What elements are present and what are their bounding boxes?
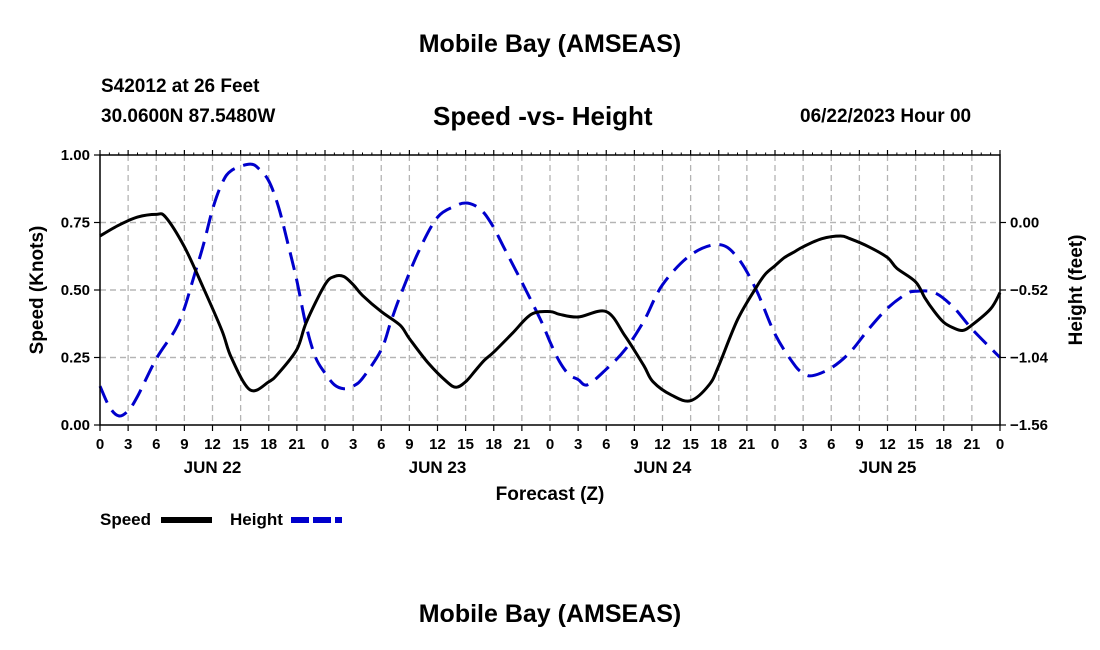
x-tick-label: 0 <box>321 436 329 453</box>
legend-speed-label: Speed <box>100 510 151 529</box>
x-tick-label: 6 <box>602 436 610 453</box>
x-tick-label: 15 <box>682 436 699 453</box>
x-tick-label: 15 <box>457 436 474 453</box>
legend-height-label: Height <box>230 510 283 529</box>
station-coordinates: 30.0600N 87.5480W <box>101 106 276 127</box>
x-tick-label: 21 <box>289 436 306 453</box>
x-tick-label: 0 <box>96 436 104 453</box>
x-tick-label: 0 <box>771 436 779 453</box>
forecast-date: 06/22/2023 Hour 00 <box>800 106 972 127</box>
y2-axis-label: Height (feet) <box>1066 235 1087 346</box>
x-day-label: JUN 25 <box>859 458 917 477</box>
x-tick-label: 6 <box>827 436 835 453</box>
x-tick-label: 18 <box>485 436 502 453</box>
y-tick-label: 1.00 <box>61 147 90 164</box>
y-tick-label: 0.00 <box>61 417 90 434</box>
y2-tick-label: −1.04 <box>1010 350 1049 367</box>
y-tick-label: 0.50 <box>61 282 90 299</box>
station-label: S42012 at 26 Feet <box>101 76 260 97</box>
x-tick-label: 18 <box>710 436 727 453</box>
y2-tick-label: −0.52 <box>1010 282 1048 299</box>
height-series-line <box>98 162 1002 418</box>
chart-subtitle: Speed -vs- Height <box>433 101 653 131</box>
x-tick-label: 12 <box>879 436 896 453</box>
footer-title: Mobile Bay (AMSEAS) <box>418 600 682 628</box>
grid <box>100 155 1000 425</box>
x-tick-label: 12 <box>654 436 671 453</box>
x-tick-label: 21 <box>514 436 531 453</box>
x-tick-label: 9 <box>180 436 188 453</box>
y-tick-label: 0.75 <box>61 215 90 232</box>
x-tick-label: 3 <box>349 436 357 453</box>
axes: 0 3 6 9 12 15 18 21 0 3 6 9 12 15 18 21 0 3 6 9 12 15 18 21 0 3 6 9… <box>61 147 1049 477</box>
x-tick-label: 0 <box>996 436 1004 453</box>
x-tick-label: 15 <box>907 436 924 453</box>
x-tick-label: 9 <box>405 436 413 453</box>
speed-series-line <box>99 212 1002 403</box>
x-tick-label: 3 <box>574 436 582 453</box>
series <box>98 162 1002 418</box>
x-tick-label: 9 <box>630 436 638 453</box>
x-day-label: JUN 22 <box>184 458 242 477</box>
x-day-label: JUN 23 <box>409 458 467 477</box>
x-tick-label: 21 <box>739 436 756 453</box>
y-tick-label: 0.25 <box>61 350 90 367</box>
y2-tick-label: 0.00 <box>1010 215 1039 232</box>
x-day-label: JUN 24 <box>634 458 692 477</box>
x-tick-label: 12 <box>429 436 446 453</box>
x-tick-label: 18 <box>260 436 277 453</box>
y-axis-label: Speed (Knots) <box>27 226 48 355</box>
chart-title: Mobile Bay (AMSEAS) <box>418 30 682 58</box>
x-axis-label: Forecast (Z) <box>496 484 605 505</box>
x-tick-label: 3 <box>124 436 132 453</box>
x-tick-label: 21 <box>964 436 981 453</box>
legend: Speed Height <box>100 510 342 529</box>
x-tick-label: 6 <box>152 436 160 453</box>
x-tick-label: 0 <box>546 436 554 453</box>
y2-tick-label: −1.56 <box>1010 417 1048 434</box>
x-tick-label: 6 <box>377 436 385 453</box>
x-tick-label: 15 <box>232 436 249 453</box>
x-tick-label: 3 <box>799 436 807 453</box>
x-tick-label: 12 <box>204 436 221 453</box>
x-tick-label: 9 <box>855 436 863 453</box>
x-tick-label: 18 <box>935 436 952 453</box>
